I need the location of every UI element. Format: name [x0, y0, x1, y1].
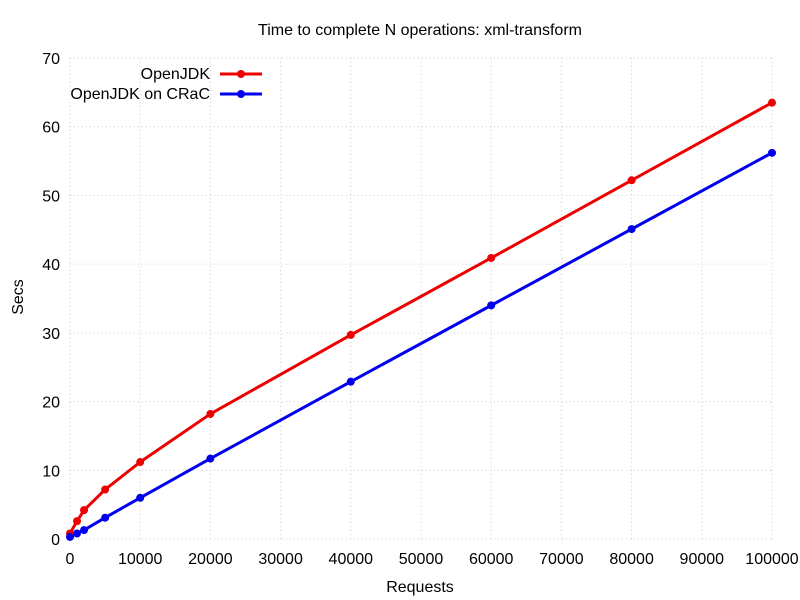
x-tick-label: 40000 [329, 551, 374, 568]
x-tick-label: 20000 [188, 551, 233, 568]
y-tick-label: 60 [42, 120, 60, 137]
data-point [487, 301, 496, 310]
x-axis-label: Requests [386, 579, 454, 596]
x-tick-label: 60000 [469, 551, 514, 568]
x-tick-label: 10000 [118, 551, 163, 568]
x-tick-label: 50000 [399, 551, 444, 568]
y-tick-label: 20 [42, 395, 60, 412]
data-point [768, 98, 776, 107]
data-point [627, 225, 636, 234]
x-axis-ticks: 0 10000 20000 30000 40000 50000 60000 70000 8000… [66, 551, 799, 568]
data-point [136, 458, 145, 467]
y-tick-label: 50 [42, 188, 60, 205]
x-tick-label: 30000 [258, 551, 303, 568]
y-axis-ticks: 0 10 20 30 40 50 60 70 [42, 51, 60, 549]
legend-label: OpenJDK [141, 66, 211, 83]
legend: OpenJDK OpenJDK on CRaC [70, 66, 262, 103]
data-point [768, 148, 776, 157]
grid [69, 57, 773, 540]
data-point [80, 526, 89, 535]
data-point [73, 517, 82, 526]
x-tick-label: 100000 [745, 551, 798, 568]
chart-title: Time to complete N operations: xml-trans… [258, 22, 582, 39]
x-tick-label: 90000 [680, 551, 725, 568]
data-point [346, 377, 355, 386]
data-point [206, 409, 215, 418]
y-tick-label: 70 [42, 51, 60, 68]
legend-label: OpenJDK on CRaC [70, 86, 210, 103]
data-point [487, 253, 496, 262]
data-point [101, 513, 110, 522]
x-tick-label: 70000 [539, 551, 584, 568]
data-point [206, 454, 215, 463]
data-point [80, 506, 89, 515]
y-tick-label: 30 [42, 326, 60, 343]
data-point [66, 532, 74, 541]
x-tick-label: 80000 [609, 551, 654, 568]
data-point [101, 485, 110, 494]
series-line [68, 101, 773, 535]
legend-swatch-marker [237, 90, 245, 98]
y-tick-label: 0 [51, 532, 60, 549]
data-point [73, 529, 82, 538]
series-layer [66, 98, 776, 541]
data-point [136, 493, 145, 502]
y-tick-label: 40 [42, 257, 60, 274]
data-point [627, 176, 636, 185]
legend-swatch-marker [237, 70, 245, 78]
y-axis-label: Secs [10, 279, 27, 315]
series-2 [66, 148, 776, 541]
x-tick-label: 0 [66, 551, 75, 568]
y-tick-label: 10 [42, 463, 60, 480]
data-point [346, 330, 355, 339]
